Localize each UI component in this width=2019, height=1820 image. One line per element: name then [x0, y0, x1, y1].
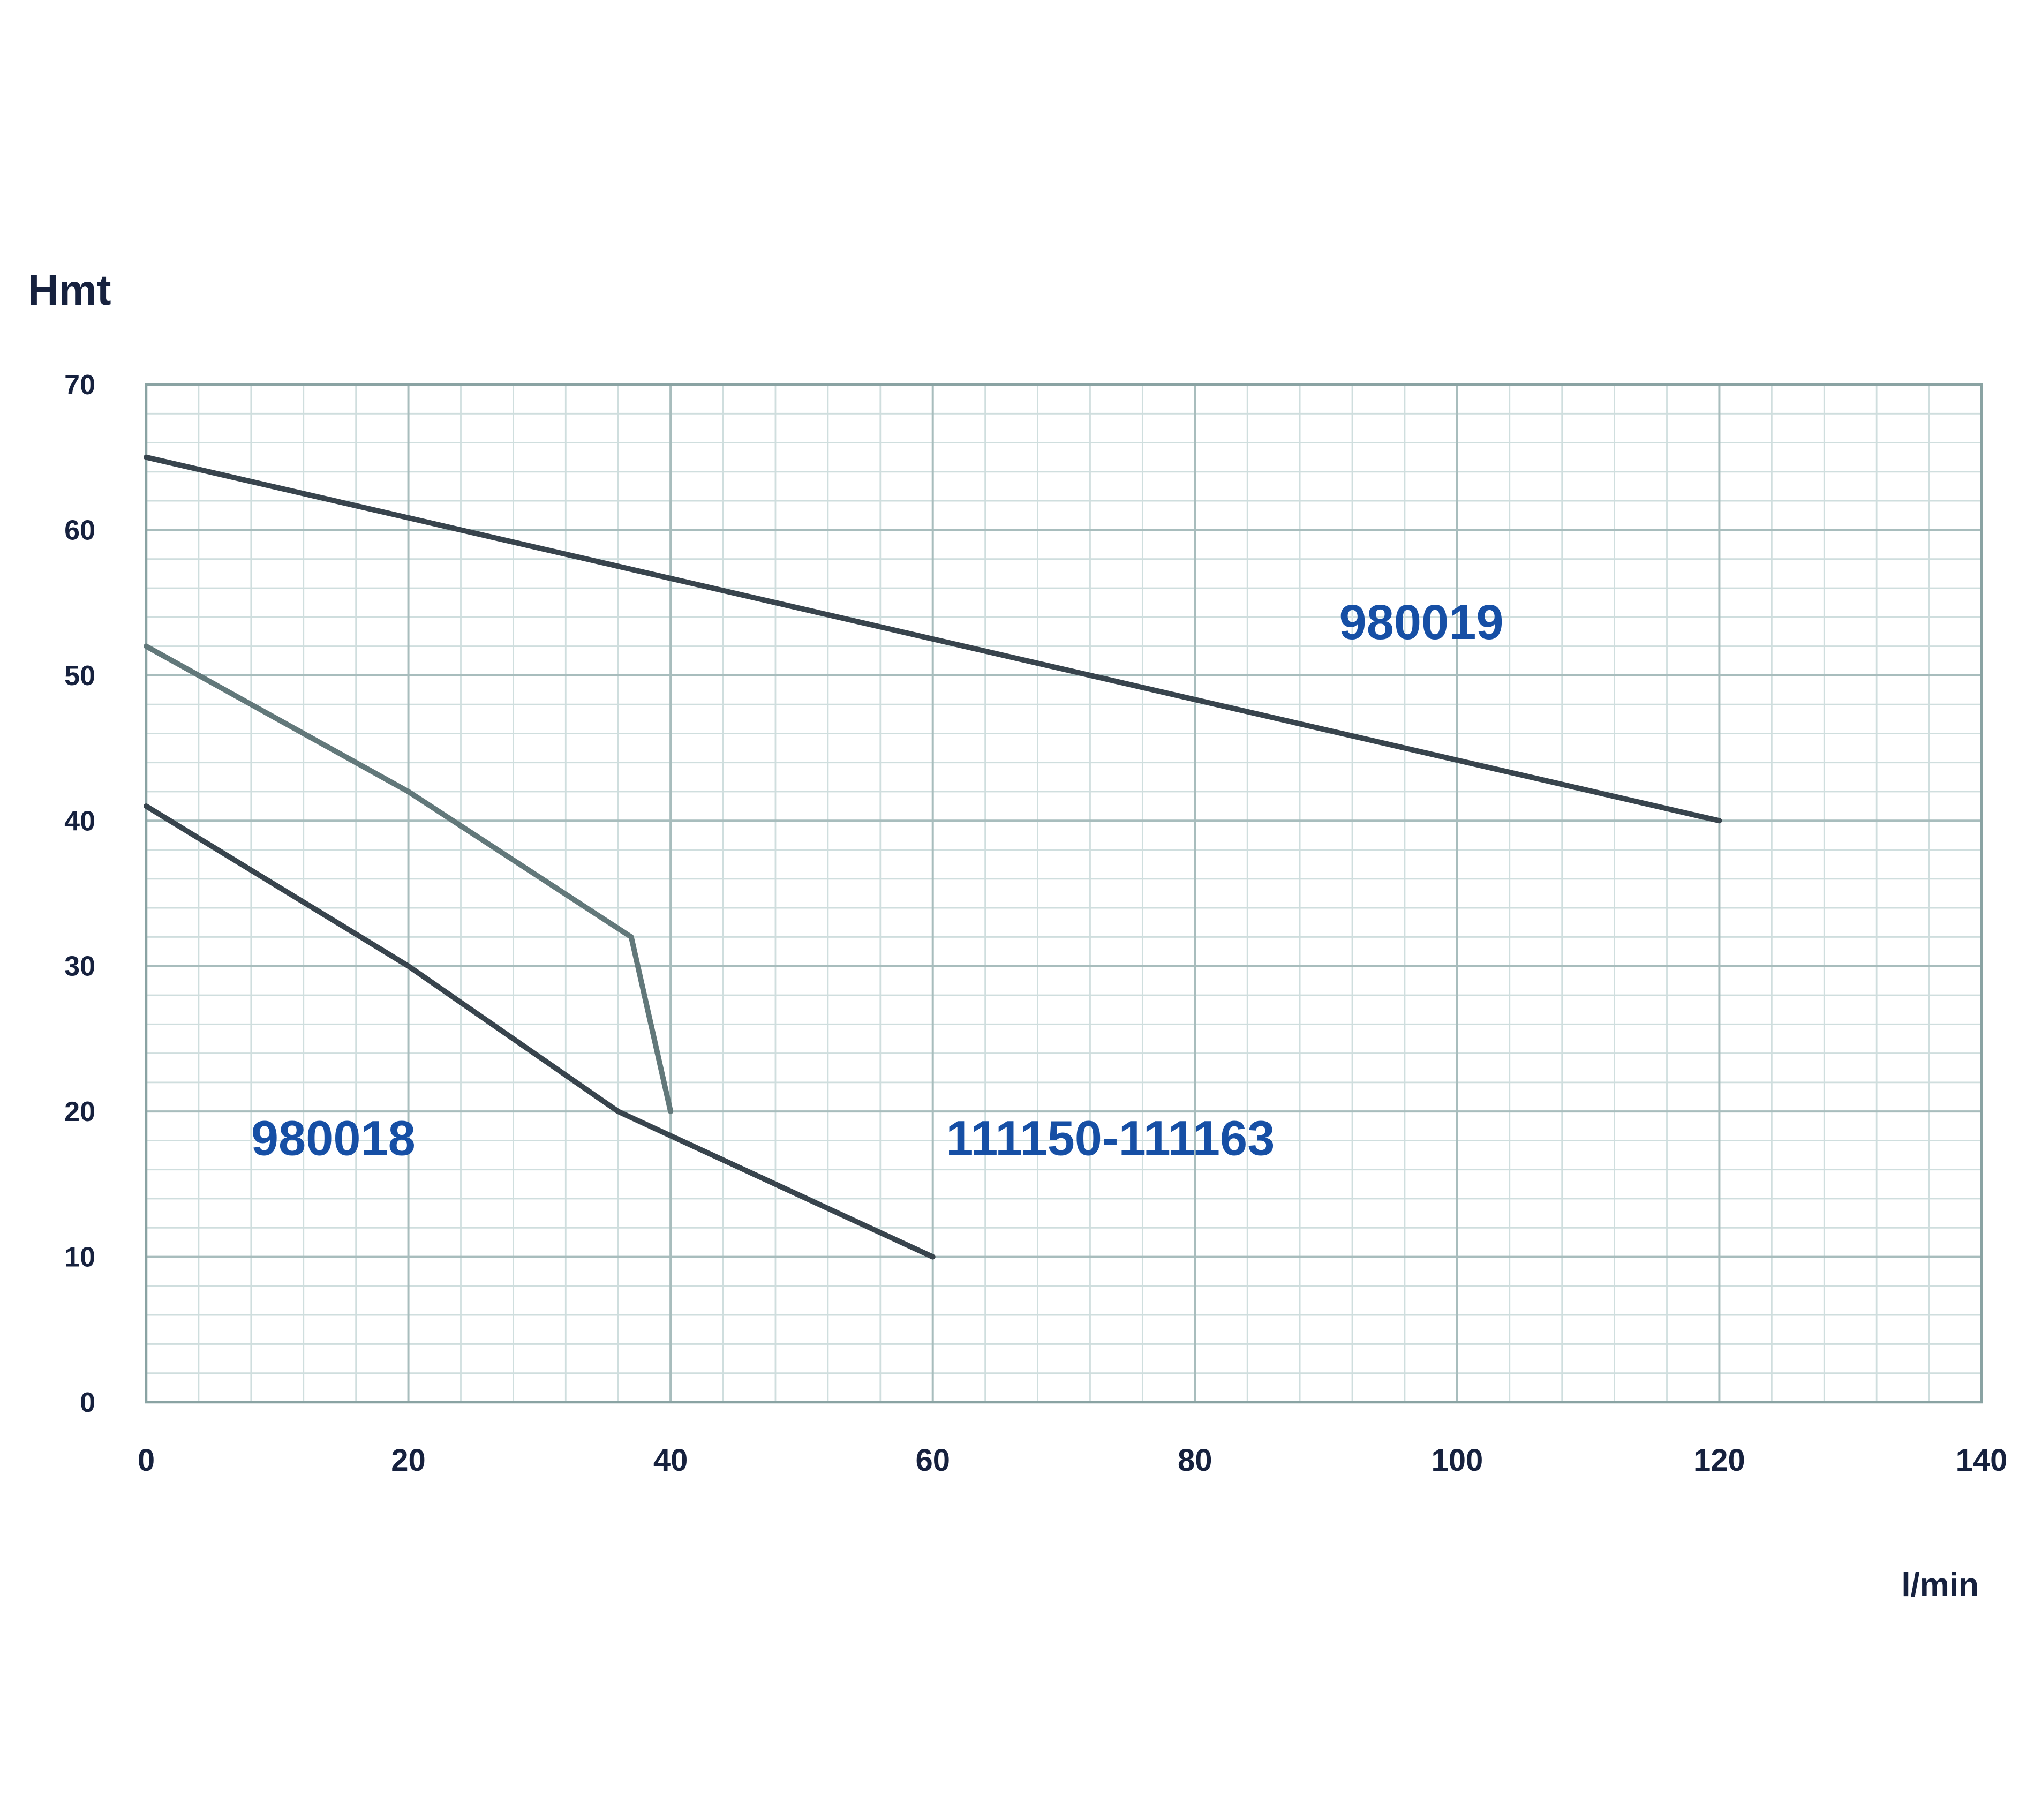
- svg-text:50: 50: [64, 660, 95, 691]
- svg-text:70: 70: [64, 370, 95, 401]
- svg-text:40: 40: [653, 1443, 688, 1478]
- svg-text:60: 60: [64, 515, 95, 546]
- svg-text:20: 20: [64, 1096, 95, 1127]
- svg-text:120: 120: [1693, 1443, 1745, 1478]
- svg-text:980018: 980018: [251, 1111, 416, 1166]
- svg-text:100: 100: [1431, 1443, 1483, 1478]
- svg-text:10: 10: [64, 1242, 95, 1273]
- svg-text:l/min: l/min: [1901, 1567, 1979, 1604]
- svg-text:0: 0: [80, 1387, 95, 1418]
- svg-text:30: 30: [64, 951, 95, 982]
- svg-text:60: 60: [915, 1443, 950, 1478]
- svg-text:80: 80: [1178, 1443, 1212, 1478]
- svg-text:980019: 980019: [1339, 595, 1504, 650]
- svg-text:140: 140: [1956, 1443, 2008, 1478]
- svg-text:0: 0: [138, 1443, 155, 1478]
- svg-text:Hmt: Hmt: [28, 266, 111, 314]
- svg-text:111150-111163: 111150-111163: [946, 1111, 1275, 1166]
- svg-text:20: 20: [391, 1443, 426, 1478]
- svg-text:40: 40: [64, 806, 95, 837]
